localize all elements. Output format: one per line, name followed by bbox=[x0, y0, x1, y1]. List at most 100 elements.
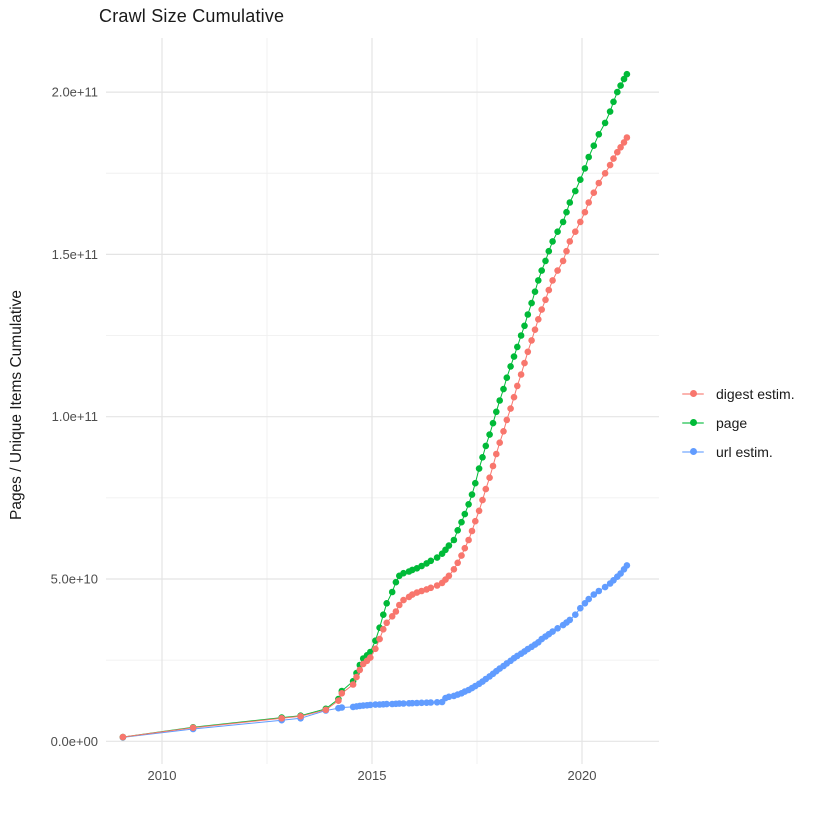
data-point bbox=[601, 170, 609, 177]
legend-item-page: page bbox=[681, 408, 795, 437]
data-point bbox=[335, 697, 342, 704]
x-tick-label: 2010 bbox=[148, 768, 177, 783]
y-tick-label: 0.0e+00 bbox=[51, 734, 98, 749]
data-point bbox=[380, 626, 387, 633]
data-point bbox=[531, 326, 539, 334]
data-point bbox=[322, 706, 330, 714]
data-point bbox=[493, 408, 500, 416]
series-points-url-estim bbox=[119, 562, 631, 741]
data-point bbox=[475, 507, 483, 515]
data-point bbox=[500, 428, 507, 435]
data-point bbox=[503, 374, 511, 382]
data-point bbox=[545, 247, 553, 255]
data-point bbox=[510, 353, 518, 360]
data-point bbox=[538, 267, 545, 274]
data-point bbox=[489, 419, 497, 427]
data-point bbox=[531, 288, 539, 296]
data-point bbox=[468, 527, 476, 535]
data-point bbox=[521, 322, 528, 330]
data-point bbox=[472, 479, 479, 487]
data-point bbox=[418, 562, 425, 570]
y-tick-label: 2.0e+11 bbox=[52, 85, 98, 100]
y-axis-title: Pages / Unique Items Cumulative bbox=[8, 289, 25, 521]
data-point bbox=[338, 690, 346, 697]
y-tick-label: 1.5e+11 bbox=[52, 247, 98, 262]
data-point bbox=[482, 485, 490, 493]
data-point bbox=[517, 332, 525, 339]
data-point bbox=[549, 238, 556, 245]
data-point bbox=[496, 439, 504, 447]
data-point bbox=[338, 704, 346, 711]
data-point bbox=[445, 572, 453, 580]
data-point bbox=[353, 673, 360, 681]
data-point bbox=[585, 595, 592, 603]
data-point bbox=[595, 131, 603, 138]
data-point bbox=[563, 208, 570, 216]
data-point bbox=[507, 363, 514, 370]
data-point bbox=[468, 491, 476, 498]
data-point bbox=[610, 155, 617, 162]
data-point bbox=[450, 566, 458, 573]
data-point bbox=[465, 501, 472, 508]
series-digest-estim bbox=[119, 134, 631, 741]
data-point bbox=[380, 611, 387, 618]
data-point bbox=[517, 371, 525, 378]
y-tick-label: 5.0e+10 bbox=[51, 572, 98, 587]
data-point bbox=[400, 569, 407, 577]
data-point bbox=[577, 604, 584, 612]
data-point bbox=[396, 601, 403, 609]
data-point bbox=[367, 701, 374, 709]
data-point bbox=[367, 654, 374, 661]
data-point bbox=[545, 286, 553, 294]
data-point bbox=[595, 587, 603, 595]
data-point bbox=[610, 98, 617, 106]
data-point bbox=[577, 218, 584, 226]
x-tick-label: 2020 bbox=[568, 768, 597, 783]
data-point bbox=[388, 588, 396, 596]
legend-label: digest estim. bbox=[716, 385, 795, 402]
legend-label: page bbox=[716, 414, 748, 431]
series-page bbox=[119, 70, 631, 741]
data-point bbox=[535, 316, 542, 323]
data-point bbox=[450, 536, 458, 544]
legend-item-digest-estim: digest estim. bbox=[681, 379, 795, 408]
data-point bbox=[507, 405, 514, 412]
data-point bbox=[528, 337, 535, 344]
data-point bbox=[614, 88, 621, 96]
data-point bbox=[601, 119, 609, 127]
data-point bbox=[433, 699, 441, 706]
legend-item-url-estim: url estim. bbox=[681, 437, 795, 466]
data-point bbox=[383, 600, 391, 607]
data-point bbox=[549, 628, 556, 635]
data-point bbox=[554, 267, 561, 274]
data-point bbox=[614, 148, 621, 156]
data-point bbox=[445, 693, 453, 701]
data-point bbox=[542, 257, 549, 265]
data-point bbox=[461, 510, 469, 518]
data-point bbox=[514, 343, 521, 351]
data-point bbox=[475, 465, 483, 472]
gridlines-minor bbox=[106, 38, 659, 764]
data-point bbox=[617, 82, 624, 89]
data-point bbox=[500, 385, 507, 393]
data-point bbox=[581, 208, 589, 216]
data-point bbox=[445, 542, 453, 549]
data-point bbox=[388, 613, 396, 620]
data-point bbox=[479, 454, 486, 461]
data-point bbox=[617, 144, 624, 151]
data-point bbox=[461, 544, 469, 552]
data-point bbox=[427, 557, 435, 565]
data-point bbox=[454, 527, 462, 534]
data-point bbox=[489, 462, 497, 470]
legend-key-icon bbox=[681, 448, 705, 456]
data-point bbox=[581, 165, 589, 172]
data-point bbox=[503, 416, 511, 424]
data-point bbox=[535, 277, 542, 284]
data-point bbox=[549, 277, 556, 284]
data-point bbox=[554, 228, 561, 235]
legend-label: url estim. bbox=[716, 443, 773, 460]
data-point bbox=[606, 108, 614, 115]
data-point bbox=[472, 517, 479, 525]
